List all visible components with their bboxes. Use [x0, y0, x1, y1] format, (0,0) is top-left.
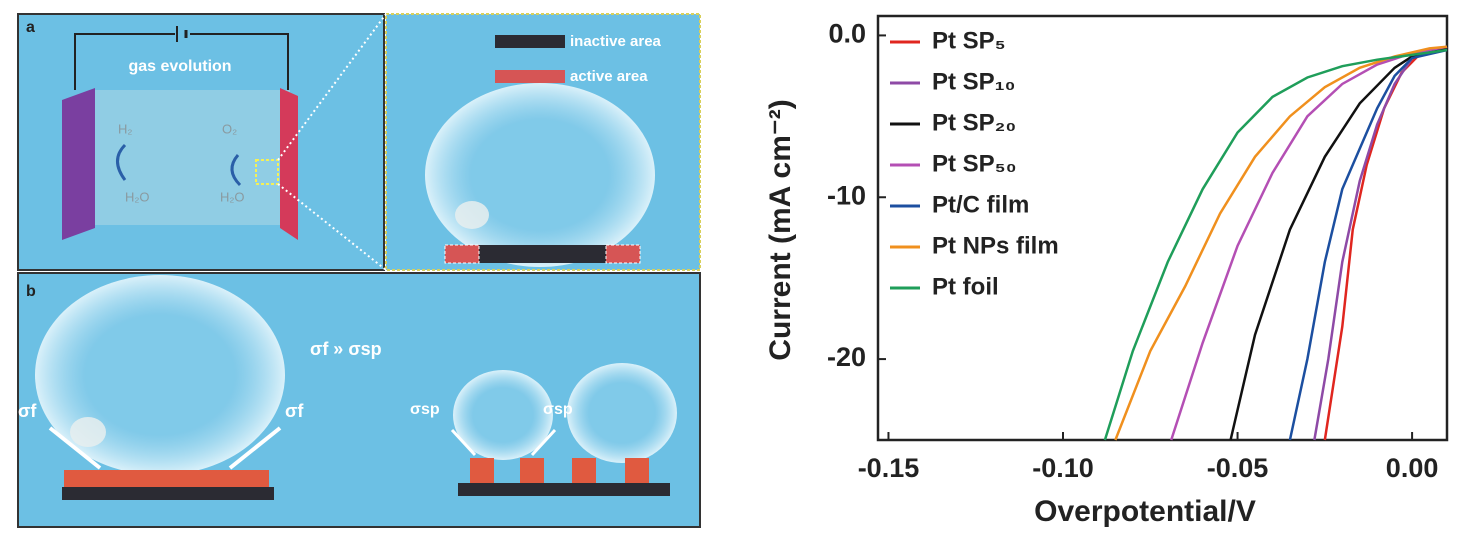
label: H₂O — [125, 189, 150, 204]
label: O₂ — [222, 121, 237, 136]
electrode — [458, 483, 670, 496]
x-axis-label: Overpotential/V — [1034, 495, 1256, 528]
electrode — [445, 245, 640, 263]
series-line — [1103, 48, 1448, 441]
wire — [74, 33, 175, 90]
label: H₂ — [118, 121, 132, 136]
legend-swatch — [495, 70, 565, 83]
pillar — [470, 458, 494, 483]
legend-label: Pt SP₂₀ — [932, 109, 1016, 136]
y-tick-label: -20 — [827, 342, 866, 372]
label: inactive area — [570, 33, 662, 50]
legend-label: Pt foil — [932, 273, 999, 300]
highlight — [455, 201, 489, 229]
x-tick-label: -0.05 — [1207, 453, 1269, 483]
label: σf — [18, 401, 37, 421]
legend-label: Pt SP₅₀ — [932, 150, 1017, 177]
pillar — [572, 458, 596, 483]
plot-frame — [876, 14, 1449, 442]
active-site — [444, 244, 480, 264]
arrow — [450, 428, 477, 457]
cathode — [62, 88, 95, 240]
wire — [190, 33, 289, 90]
pillar — [520, 458, 544, 483]
bubble — [567, 363, 677, 463]
active-site — [605, 244, 641, 264]
legend-label: Pt/C film — [932, 191, 1029, 218]
x-tick-label: 0.00 — [1386, 453, 1439, 483]
x-tick-label: -0.10 — [1032, 453, 1094, 483]
zoom-line — [277, 183, 387, 271]
arrow — [116, 143, 127, 181]
label: σf » σsp — [310, 339, 382, 359]
highlight — [70, 417, 106, 447]
label: σsp — [543, 401, 573, 418]
label: H₂O — [220, 189, 245, 204]
label: σf — [285, 401, 304, 421]
panel-label: a — [26, 19, 35, 36]
arrow — [228, 426, 282, 470]
electrolyte — [95, 90, 290, 225]
pillar — [625, 458, 649, 483]
y-axis-label: Current (mA cm⁻²) — [764, 99, 797, 360]
legend-label: Pt SP₁₀ — [932, 68, 1015, 95]
label: active area — [570, 68, 648, 85]
legend-swatch — [495, 35, 565, 48]
series-line — [1114, 45, 1448, 441]
zoom-box — [255, 159, 279, 185]
legend-label: Pt SP₅ — [932, 27, 1006, 54]
anode — [280, 88, 298, 240]
series-line — [1288, 48, 1448, 441]
x-tick-label: -0.15 — [858, 453, 920, 483]
bubble — [453, 370, 553, 460]
y-tick-label: 0.0 — [828, 19, 866, 49]
y-tick-label: -10 — [827, 180, 866, 210]
series-line — [1170, 45, 1448, 441]
arrow — [530, 428, 557, 457]
arrow — [48, 426, 102, 470]
label: σsp — [410, 401, 440, 418]
electrode — [62, 487, 274, 500]
series-line — [1229, 47, 1448, 441]
film — [64, 470, 269, 487]
bubble — [425, 83, 655, 267]
arrow — [230, 154, 242, 187]
zoom-line — [277, 13, 387, 161]
panel-label: b — [26, 283, 36, 300]
legend-label: Pt NPs film — [932, 232, 1059, 259]
label: gas evolution — [128, 58, 231, 75]
